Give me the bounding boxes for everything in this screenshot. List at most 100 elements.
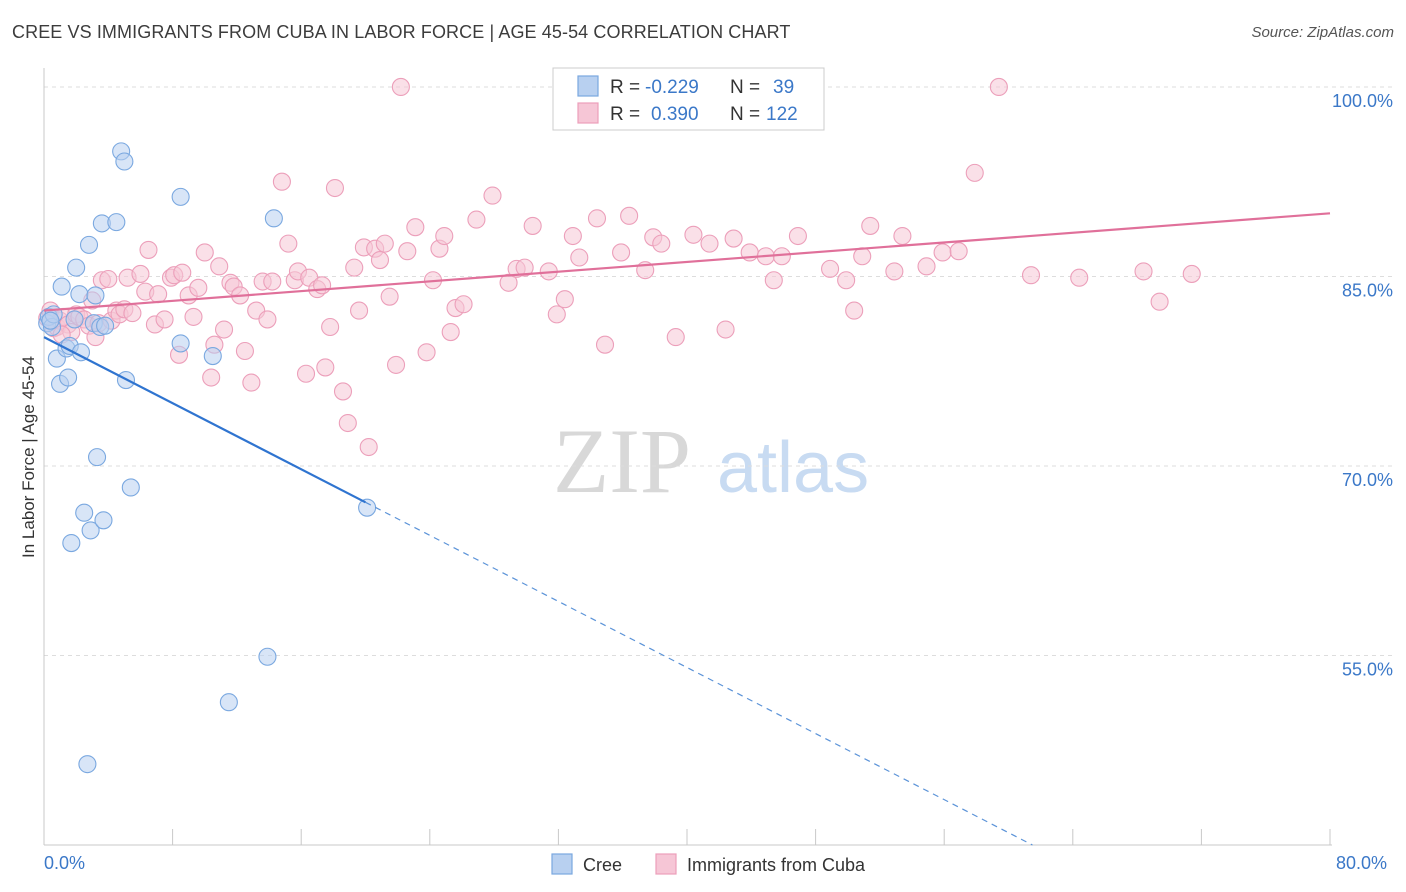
point-cree xyxy=(52,277,71,296)
point-cree xyxy=(203,347,222,366)
point-cree xyxy=(81,521,100,540)
point-cuba xyxy=(321,317,340,337)
point-cuba xyxy=(155,310,174,329)
y-tick-labels: 100.0% 85.0% 70.0% 55.0% xyxy=(1332,91,1393,680)
series-legend: Cree Immigrants from Cuba xyxy=(551,853,866,875)
point-cree xyxy=(121,478,140,497)
legend-r-value-cree: -0.229 xyxy=(645,77,699,98)
point-cuba xyxy=(499,273,518,292)
point-cuba xyxy=(333,382,353,401)
point-cree xyxy=(264,209,283,228)
point-cree xyxy=(62,533,81,553)
y-axis-title: In Labor Force | Age 45-54 xyxy=(19,356,38,558)
point-cuba xyxy=(612,243,631,262)
point-cree xyxy=(107,213,126,232)
point-cuba xyxy=(417,343,436,362)
correlation-legend: R = -0.229 N = 39 R = 0.390 N = 122 xyxy=(552,67,825,131)
point-cree xyxy=(41,311,60,330)
point-cuba xyxy=(933,243,952,262)
point-cuba xyxy=(131,264,150,283)
point-cuba xyxy=(195,243,214,262)
point-cuba xyxy=(595,335,615,354)
point-cree xyxy=(87,448,107,467)
legend-swatch-cuba xyxy=(577,102,599,124)
point-cree xyxy=(358,498,377,517)
point-cuba xyxy=(845,301,864,320)
y-tick-label: 85.0% xyxy=(1342,280,1393,300)
chart-title: CREE VS IMMIGRANTS FROM CUBA IN LABOR FO… xyxy=(12,22,791,42)
point-cuba xyxy=(441,323,460,342)
trend-line-cree xyxy=(43,336,367,504)
point-cree xyxy=(219,693,238,712)
point-cuba xyxy=(989,77,1008,97)
point-cuba xyxy=(515,258,534,277)
bottom-legend-swatch-cree xyxy=(551,853,573,875)
point-cree xyxy=(70,285,89,304)
point-cuba xyxy=(263,272,282,291)
point-cuba xyxy=(242,373,261,392)
x-tick-label-max: 80.0% xyxy=(1336,853,1387,873)
point-cree xyxy=(171,187,190,206)
point-cuba xyxy=(652,234,671,253)
point-cuba xyxy=(885,262,904,281)
legend-n-value-cuba: 122 xyxy=(766,104,798,125)
point-cuba xyxy=(398,242,417,261)
point-cuba xyxy=(296,364,316,383)
point-cuba xyxy=(788,226,807,246)
point-cuba xyxy=(523,216,542,235)
point-cree xyxy=(115,152,134,171)
point-cuba xyxy=(587,209,607,228)
source-note: Source: ZipAtlas.com xyxy=(1251,24,1394,41)
bottom-legend-label-cuba: Immigrants from Cuba xyxy=(687,855,866,875)
point-cuba xyxy=(350,301,369,320)
point-cuba xyxy=(391,77,410,97)
point-cuba xyxy=(861,216,880,235)
point-cree xyxy=(86,286,105,305)
point-cuba xyxy=(435,226,454,246)
point-cuba xyxy=(189,278,208,297)
point-cree xyxy=(75,503,94,522)
point-cree xyxy=(65,310,84,329)
point-cuba xyxy=(325,178,345,198)
point-cree xyxy=(258,647,277,666)
point-cuba xyxy=(853,247,872,266)
point-cuba xyxy=(837,271,856,290)
point-cree xyxy=(79,235,99,254)
trend-line-cuba xyxy=(43,212,1331,312)
point-cree xyxy=(59,368,78,387)
legend-n-label-cuba: N = xyxy=(730,104,760,125)
point-cuba xyxy=(279,234,298,253)
point-cuba xyxy=(359,437,378,457)
point-cuba xyxy=(684,225,703,244)
point-cree xyxy=(78,755,97,774)
legend-n-label-cree: N = xyxy=(730,77,760,98)
point-cuba xyxy=(1150,292,1169,311)
point-cuba xyxy=(893,226,912,246)
point-cuba xyxy=(210,257,229,276)
trend-line-cree-extension xyxy=(365,501,1033,846)
y-tick-label: 70.0% xyxy=(1342,470,1393,490)
point-cuba xyxy=(821,259,840,278)
legend-n-value-cree: 39 xyxy=(773,77,794,98)
point-cuba xyxy=(666,328,685,347)
point-cuba xyxy=(620,206,639,225)
point-cuba xyxy=(173,263,192,282)
point-cuba xyxy=(724,229,743,248)
point-cuba xyxy=(123,304,142,323)
x-tick-label-min: 0.0% xyxy=(44,853,85,873)
point-cuba xyxy=(235,341,254,361)
gridlines xyxy=(44,86,1394,656)
point-cuba xyxy=(467,210,486,229)
point-cuba xyxy=(563,226,582,246)
legend-swatch-cree xyxy=(577,75,599,97)
watermark-zip: ZIP xyxy=(553,410,691,512)
point-cree xyxy=(171,334,190,353)
point-cuba xyxy=(202,368,221,387)
y-tick-label: 55.0% xyxy=(1342,659,1393,679)
point-cuba xyxy=(716,320,735,339)
point-cuba xyxy=(258,310,277,329)
point-cuba xyxy=(99,269,118,289)
point-cuba xyxy=(272,172,291,191)
point-cuba xyxy=(139,240,158,259)
point-cuba xyxy=(764,271,783,290)
